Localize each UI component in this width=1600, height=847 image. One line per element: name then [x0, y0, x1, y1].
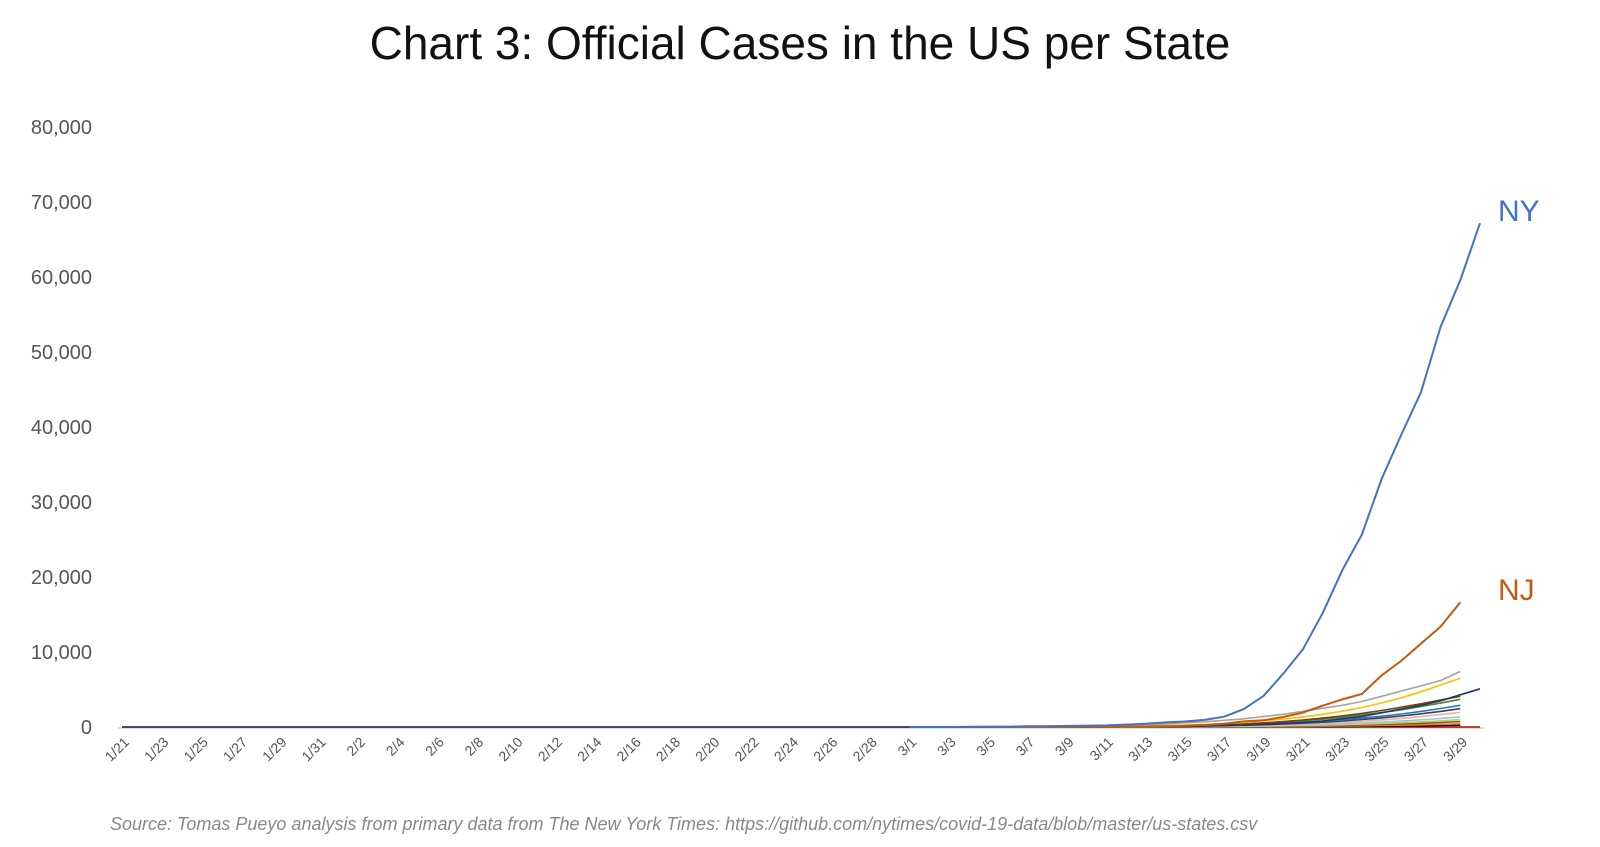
x-tick-label: 3/7 [1012, 734, 1037, 759]
y-tick-label: 60,000 [31, 267, 92, 289]
x-tick-label: 2/16 [613, 734, 644, 765]
x-tick-label: 3/27 [1400, 734, 1431, 765]
series-label-ny: NY [1498, 195, 1540, 228]
x-tick-label: 1/29 [259, 734, 290, 765]
x-tick-label: 3/13 [1125, 734, 1156, 765]
x-tick-label: 3/3 [934, 734, 959, 759]
x-tick-label: 3/21 [1282, 734, 1313, 765]
y-axis-tick-labels: 0 10,000 20,000 30,000 40,000 50,000 60,000 70,… [31, 117, 92, 739]
x-tick-label: 1/21 [102, 734, 133, 765]
x-tick-label: 3/17 [1204, 734, 1235, 765]
series-line-nj [968, 601, 1462, 728]
x-tick-label: 2/6 [422, 734, 447, 759]
x-tick-label: 2/10 [495, 734, 526, 765]
x-tick-label: 3/15 [1164, 734, 1195, 765]
x-tick-label: 2/24 [771, 734, 802, 765]
y-tick-label: 10,000 [31, 642, 92, 664]
x-tick-label: 3/1 [894, 734, 919, 759]
x-tick-label: 2/18 [653, 734, 684, 765]
x-tick-label: 3/29 [1440, 734, 1471, 765]
y-tick-label: 0 [81, 717, 92, 739]
y-tick-label: 30,000 [31, 492, 92, 514]
y-tick-label: 20,000 [31, 567, 92, 589]
y-tick-label: 80,000 [31, 117, 92, 139]
x-tick-label: 2/12 [535, 734, 566, 765]
x-tick-label: 3/5 [973, 734, 998, 759]
x-tick-label: 3/25 [1361, 734, 1392, 765]
x-tick-label: 3/19 [1243, 734, 1274, 765]
series-label-nj: NJ [1498, 574, 1535, 607]
x-tick-label: 2/14 [574, 734, 605, 765]
y-tick-label: 70,000 [31, 192, 92, 214]
x-tick-label: 2/20 [692, 734, 723, 765]
x-tick-label: 3/11 [1086, 734, 1116, 764]
x-tick-label: 2/4 [383, 734, 408, 759]
x-tick-label: 2/22 [731, 734, 762, 765]
x-tick-label: 2/28 [849, 734, 880, 765]
x-tick-label: 2/26 [810, 734, 841, 765]
x-tick-label: 1/25 [180, 734, 211, 765]
chart-title: Chart 3: Official Cases in the US per St… [369, 17, 1231, 69]
x-tick-label: 3/23 [1322, 734, 1353, 765]
x-tick-label: 2/8 [461, 734, 486, 759]
x-tick-label: 1/31 [298, 734, 329, 765]
series-line [122, 688, 1481, 728]
series-end-labels: NJ NY [1498, 195, 1540, 607]
y-tick-label: 40,000 [31, 417, 92, 439]
x-axis-tick-labels: 1/21 1/23 1/25 1/27 1/29 1/31 2/2 2/4 2/6 2/8 2/10… [102, 734, 1471, 765]
y-tick-label: 50,000 [31, 342, 92, 364]
x-tick-label: 3/9 [1052, 734, 1077, 759]
x-tick-label: 1/23 [141, 734, 172, 765]
x-tick-label: 1/27 [220, 734, 251, 765]
series-lines [122, 222, 1481, 728]
x-tick-label: 2/2 [343, 734, 368, 759]
series-line-ny [909, 222, 1481, 728]
source-note: Source: Tomas Pueyo analysis from primar… [110, 814, 1258, 834]
